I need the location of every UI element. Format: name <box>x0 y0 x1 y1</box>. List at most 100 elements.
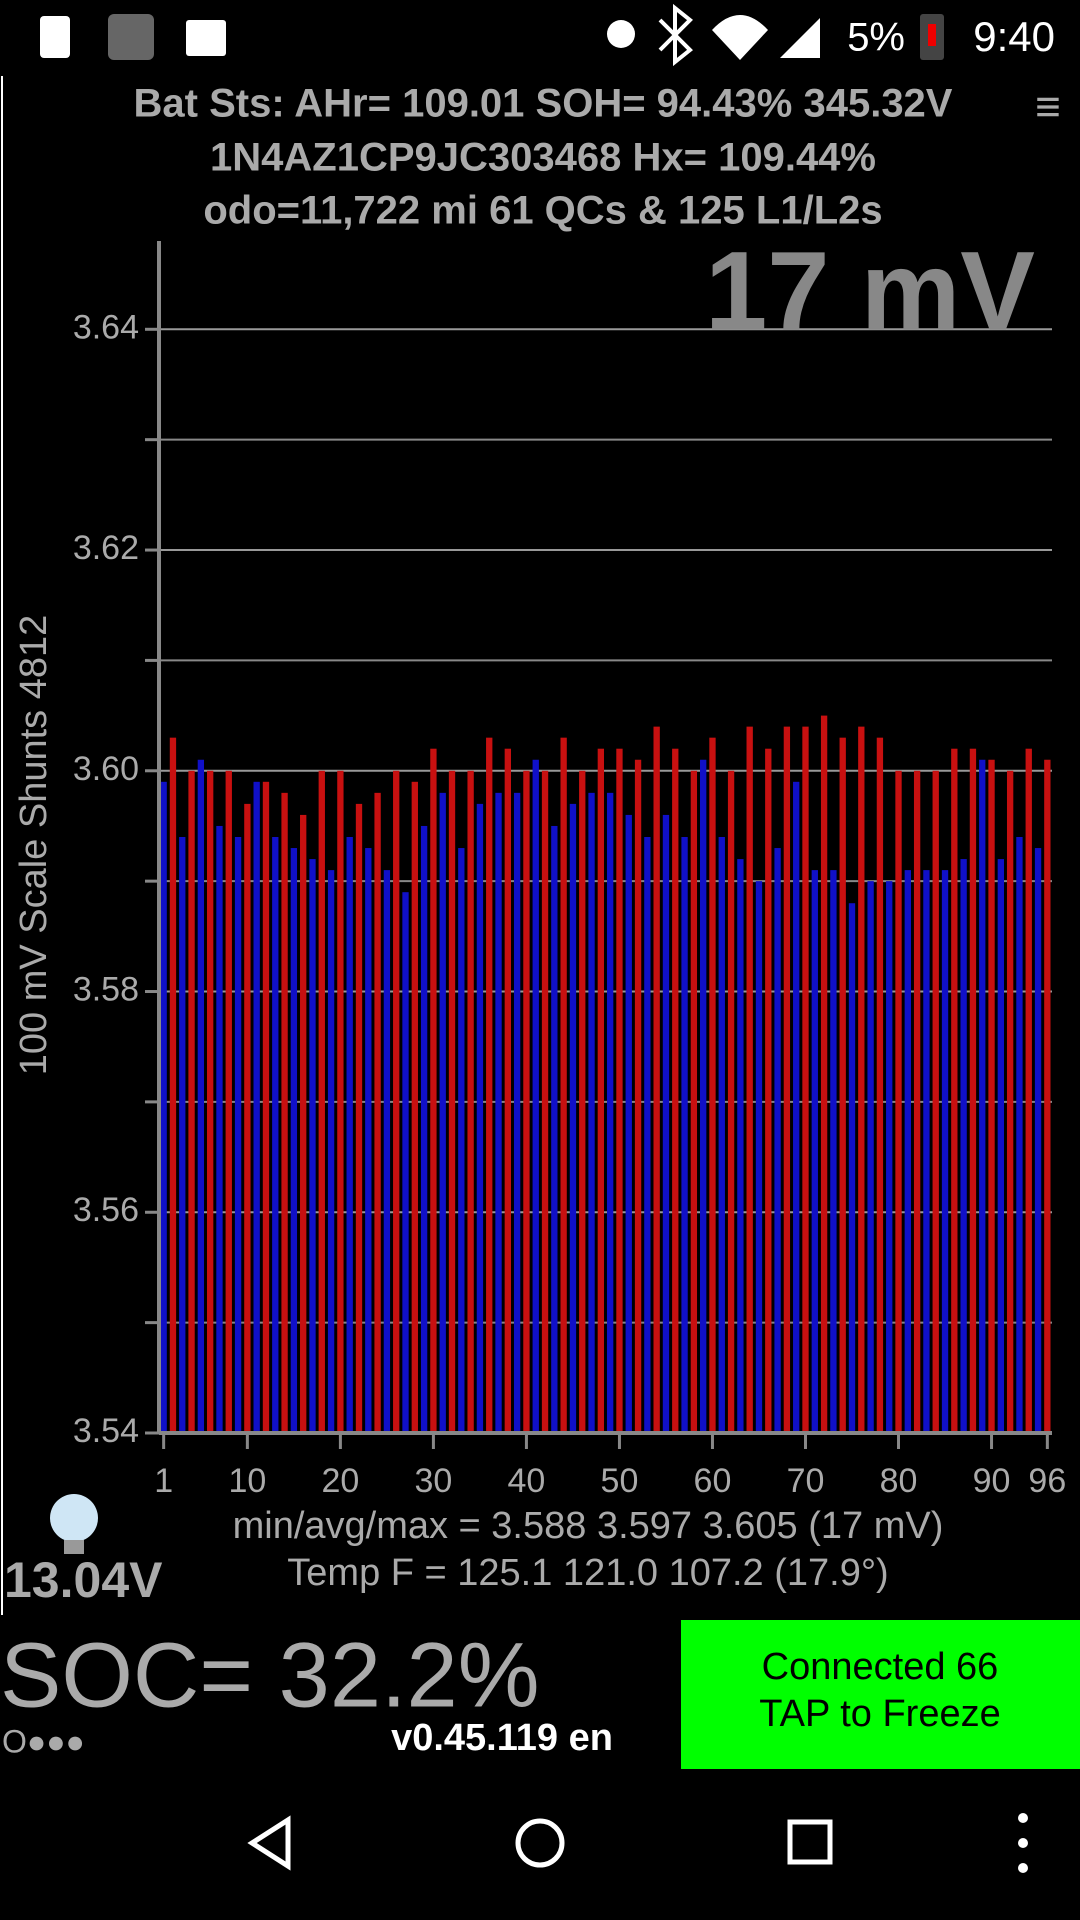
bar <box>932 770 939 1433</box>
bar <box>234 837 242 1433</box>
bar <box>513 792 521 1433</box>
bar <box>216 825 223 1433</box>
bar <box>1025 748 1032 1433</box>
bar <box>1044 759 1051 1433</box>
bar <box>988 759 995 1433</box>
bulb-icon <box>50 1494 98 1554</box>
recents-button[interactable] <box>787 1819 833 1865</box>
signal-icon <box>780 18 820 58</box>
menu-button[interactable]: ≡ <box>1035 83 1061 132</box>
soc: SOC= 32.2% <box>0 1624 540 1726</box>
bar <box>672 748 679 1433</box>
more-button[interactable] <box>1018 1813 1028 1873</box>
y-tick-label: 3.62 <box>73 529 139 567</box>
x-tick-label: 40 <box>508 1462 546 1500</box>
bluetooth-icon <box>658 3 693 67</box>
x-tick-label: 50 <box>601 1462 639 1500</box>
bar <box>169 737 177 1433</box>
bar <box>718 837 725 1433</box>
bar <box>913 770 921 1433</box>
bar <box>560 737 567 1433</box>
aux-voltage: 13.04V <box>4 1552 163 1608</box>
button-bg[interactable] <box>681 1620 1080 1769</box>
bar <box>923 870 930 1433</box>
bar <box>811 870 818 1433</box>
bar <box>709 737 716 1433</box>
bar <box>690 770 698 1433</box>
bar <box>281 792 288 1433</box>
bar <box>569 803 577 1433</box>
bar <box>802 726 809 1433</box>
header-line: 1N4AZ1CP9JC303468 Hx= 109.44% <box>210 136 876 180</box>
bar <box>979 759 986 1433</box>
bar <box>346 837 353 1433</box>
x-tick-label: 80 <box>880 1462 918 1500</box>
nav-bar <box>247 1813 1028 1873</box>
bar <box>588 792 595 1433</box>
alert-icon <box>40 16 70 58</box>
bar <box>188 770 195 1433</box>
x-tick-label: 90 <box>973 1462 1011 1500</box>
bar <box>839 737 846 1433</box>
bar <box>179 837 186 1433</box>
bar <box>197 759 205 1433</box>
bar <box>746 726 753 1433</box>
bar <box>383 870 391 1433</box>
bar <box>318 770 325 1433</box>
y-tick-label: 3.56 <box>73 1191 139 1229</box>
signal-dots: O●●● <box>2 1723 85 1759</box>
bar <box>365 848 372 1433</box>
bar <box>895 770 902 1433</box>
bar <box>644 837 651 1433</box>
bar <box>700 759 707 1433</box>
bar <box>1034 848 1042 1433</box>
y-tick-label: 3.58 <box>73 971 139 1009</box>
bar <box>867 881 874 1433</box>
bar <box>495 792 502 1433</box>
bar <box>1016 837 1023 1433</box>
bar <box>960 859 967 1433</box>
x-tick-label: 10 <box>228 1462 266 1500</box>
bar <box>476 803 484 1433</box>
bar <box>848 903 856 1433</box>
bar <box>244 803 251 1433</box>
bar <box>765 748 772 1433</box>
location-icon <box>607 20 635 48</box>
back-button[interactable] <box>247 1815 291 1871</box>
wifi-icon <box>712 15 768 60</box>
freeze-button[interactable]: Connected 66 TAP to Freeze <box>681 1620 1080 1769</box>
y-tick-label: 3.64 <box>73 308 139 346</box>
bar <box>606 792 614 1433</box>
spread-annotation: 17 mV <box>705 229 1035 354</box>
x-tick-label: 96 <box>1028 1462 1066 1500</box>
bar <box>969 748 977 1433</box>
bar <box>755 881 763 1433</box>
home-button[interactable] <box>515 1818 565 1868</box>
bar <box>420 825 428 1433</box>
bar <box>448 770 456 1433</box>
bar <box>858 726 865 1433</box>
bar <box>225 770 232 1433</box>
status-icons <box>40 3 944 67</box>
battery-level: 5% <box>847 16 905 60</box>
button-text[interactable]: Connected 66 <box>762 1646 999 1688</box>
bar <box>820 715 828 1433</box>
bar <box>579 770 586 1433</box>
bar <box>951 748 958 1433</box>
button-text[interactable]: TAP to Freeze <box>759 1693 1000 1735</box>
bar <box>402 892 409 1433</box>
bar <box>541 770 549 1433</box>
bar <box>653 726 660 1433</box>
y-axis-label: 100 mV Scale Shunts 4812 <box>13 615 55 1076</box>
bar <box>439 792 446 1433</box>
bar <box>904 870 911 1433</box>
bar <box>160 781 167 1433</box>
image-icon <box>186 20 226 56</box>
app-icon <box>108 14 154 60</box>
bar <box>458 848 465 1433</box>
bar <box>374 792 381 1433</box>
bar <box>997 859 1005 1433</box>
bar <box>206 770 214 1433</box>
x-tick-label: 30 <box>414 1462 452 1500</box>
